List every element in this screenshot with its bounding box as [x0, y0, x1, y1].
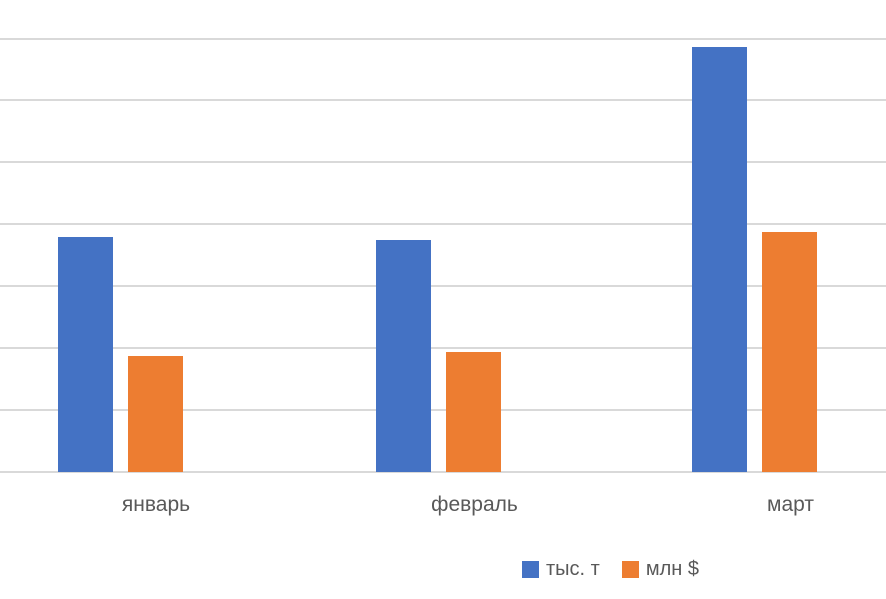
x-axis-label-январь: январь	[121, 493, 191, 516]
bar-тыс-т-январь	[58, 236, 113, 472]
gridline	[0, 285, 886, 288]
legend-item-тыс. т: тыс. т	[522, 558, 600, 581]
legend-swatch-icon	[522, 561, 539, 578]
legend: тыс. т млн $	[522, 558, 699, 581]
gridline	[0, 223, 886, 226]
gridline	[0, 37, 886, 40]
bar-млн-$-март	[762, 231, 817, 472]
bar-тыс-т-февраль	[376, 240, 431, 472]
legend-swatch-icon	[621, 561, 639, 578]
gridline	[0, 347, 886, 350]
gridline	[0, 409, 886, 412]
legend-label: тыс. т	[546, 558, 600, 580]
x-axis-label-март: март	[767, 493, 814, 516]
legend-label: млн $	[645, 558, 699, 580]
x-axis-label-февраль: февраль	[431, 493, 518, 516]
legend-item-млн $: млн $	[621, 558, 699, 581]
gridline	[0, 99, 886, 102]
bar-тыс-т-март	[692, 46, 747, 472]
bar-млн-$-январь	[128, 355, 183, 472]
bar-млн-$-февраль	[446, 352, 501, 472]
gridline	[0, 161, 886, 164]
gridline	[0, 471, 886, 473]
